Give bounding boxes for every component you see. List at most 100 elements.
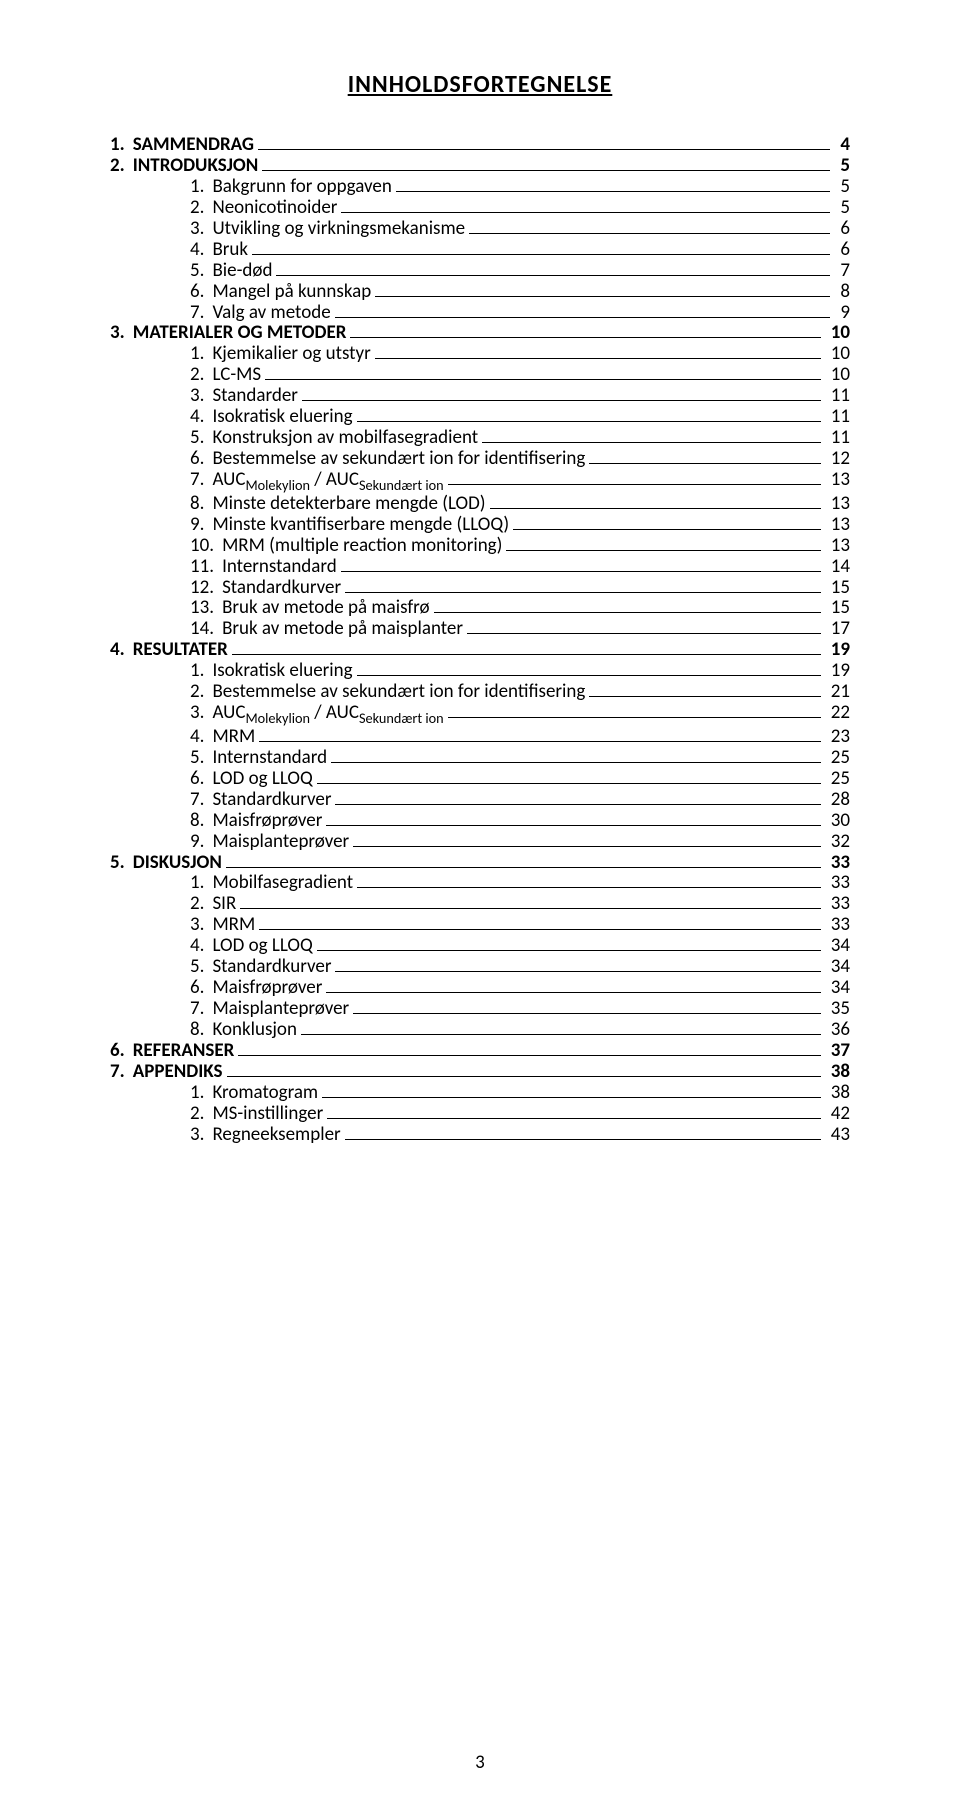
toc-number: 2.: [110, 156, 133, 176]
toc-leader: [240, 908, 820, 909]
toc-row: 4.MRM23: [110, 727, 850, 747]
page-number: 3: [0, 1751, 960, 1774]
toc-number: 1.: [190, 873, 212, 893]
toc-page: 5: [834, 156, 850, 176]
toc-leader: [375, 296, 830, 297]
toc-page: 36: [825, 1020, 850, 1040]
toc-label: APPENDIKS: [133, 1062, 223, 1082]
toc-page: 30: [825, 811, 850, 831]
toc-leader: [317, 783, 821, 784]
toc-row: 5.Internstandard25: [110, 748, 850, 768]
toc-leader: [326, 992, 820, 993]
toc-row: 2.Neonicotinoider5: [110, 198, 850, 218]
toc-leader: [258, 149, 830, 150]
toc-leader: [259, 741, 820, 742]
toc-leader: [353, 846, 821, 847]
toc-page: 35: [825, 999, 850, 1019]
toc-label: Standarder: [212, 386, 297, 406]
toc-leader: [357, 675, 821, 676]
toc-row: 6.Mangel på kunnskap8: [110, 282, 850, 302]
toc-label: Konstruksjon av mobilfasegradient: [212, 428, 478, 448]
toc-page: 15: [825, 598, 850, 618]
toc-number: 1.: [110, 135, 133, 155]
toc-label: Standardkurver: [212, 790, 331, 810]
toc-leader: [589, 696, 820, 697]
toc-row: 3.Utvikling og virkningsmekanisme6: [110, 219, 850, 239]
toc-row: 5.Bie-død7: [110, 261, 850, 281]
toc-row: 1.Kjemikalier og utstyr10: [110, 344, 850, 364]
toc-leader: [327, 1118, 821, 1119]
toc-label: Bakgrunn for oppgaven: [212, 177, 391, 197]
toc-leader: [448, 484, 821, 485]
toc-row: 8.Minste detekterbare mengde (LOD)13: [110, 494, 850, 514]
toc-number: 14.: [190, 619, 222, 639]
toc-label: Bestemmelse av sekundært ion for identif…: [212, 449, 585, 469]
toc-row: 2.SIR33: [110, 894, 850, 914]
toc-label: Standardkurver: [212, 957, 331, 977]
toc-page: 10: [825, 344, 850, 364]
toc-leader: [331, 762, 821, 763]
toc-label: Minste detekterbare mengde (LOD): [212, 494, 485, 514]
toc-label: Utvikling og virkningsmekanisme: [212, 219, 465, 239]
toc-label: Kromatogram: [212, 1083, 318, 1103]
toc-row: 2.INTRODUKSJON5: [110, 156, 850, 176]
toc-label: REFERANSER: [133, 1041, 235, 1061]
toc-leader: [482, 442, 821, 443]
toc-leader: [259, 929, 820, 930]
toc-label: MRM (multiple reaction monitoring): [222, 536, 502, 556]
toc-number: 6.: [190, 769, 212, 789]
toc-page: 17: [825, 619, 850, 639]
toc-label: Mangel på kunnskap: [212, 282, 371, 302]
toc-page: 43: [825, 1125, 850, 1145]
toc-number: 2.: [190, 365, 212, 385]
toc-row: 12.Standardkurver15: [110, 578, 850, 598]
toc-number: 6.: [190, 449, 212, 469]
toc-number: 1.: [190, 177, 212, 197]
toc-number: 4.: [190, 727, 212, 747]
toc-row: 3.AUCMolekylion / AUCSekundært ion22: [110, 703, 850, 726]
toc-row: 11.Internstandard14: [110, 557, 850, 577]
toc-row: 4.RESULTATER19: [110, 640, 850, 660]
toc-number: 13.: [190, 598, 222, 618]
toc-row: 8.Maisfrøprøver30: [110, 811, 850, 831]
toc-row: 4.Isokratisk eluering11: [110, 407, 850, 427]
toc-row: 6.REFERANSER37: [110, 1041, 850, 1061]
toc-row: 3.Regneeksempler43: [110, 1125, 850, 1145]
toc-leader: [350, 337, 820, 338]
toc-row: 2.Bestemmelse av sekundært ion for ident…: [110, 682, 850, 702]
toc-page: 11: [825, 407, 850, 427]
toc-number: 1.: [190, 1083, 212, 1103]
toc-row: 7.APPENDIKS 38: [110, 1062, 850, 1082]
toc-row: 10.MRM (multiple reaction monitoring)13: [110, 536, 850, 556]
toc-leader: [226, 867, 821, 868]
toc-number: 1.: [190, 661, 212, 681]
toc-page: 33: [825, 873, 850, 893]
toc-page: 25: [825, 769, 850, 789]
toc-page: 13: [825, 515, 850, 535]
toc-row: 6.Maisfrøprøver34: [110, 978, 850, 998]
toc-number: 8.: [190, 494, 212, 514]
toc-number: 5.: [190, 957, 212, 977]
toc-number: 6.: [190, 978, 212, 998]
toc-leader: [396, 191, 831, 192]
toc-row: 4.Bruk6: [110, 240, 850, 260]
toc-label: RESULTATER: [133, 640, 228, 660]
toc-label: Internstandard: [212, 748, 327, 768]
toc-row: 3.MRM33: [110, 915, 850, 935]
toc-number: 7.: [110, 1062, 133, 1082]
toc-page: 15: [825, 578, 850, 598]
toc-leader: [341, 212, 830, 213]
toc-number: 2.: [190, 1104, 212, 1124]
toc-page: 38: [825, 1062, 850, 1082]
toc-number: 5.: [110, 853, 133, 873]
toc-label: Standardkurver: [222, 578, 341, 598]
toc-leader: [467, 633, 821, 634]
toc-leader: [276, 275, 830, 276]
toc-page: 14: [825, 557, 850, 577]
toc-label: Bestemmelse av sekundært ion for identif…: [212, 682, 585, 702]
toc-page: 28: [825, 790, 850, 810]
toc-label: Maisfrøprøver: [212, 978, 322, 998]
toc-row: 6.LOD og LLOQ25: [110, 769, 850, 789]
toc-number: 7.: [190, 790, 212, 810]
toc-label: Kjemikalier og utstyr: [212, 344, 370, 364]
